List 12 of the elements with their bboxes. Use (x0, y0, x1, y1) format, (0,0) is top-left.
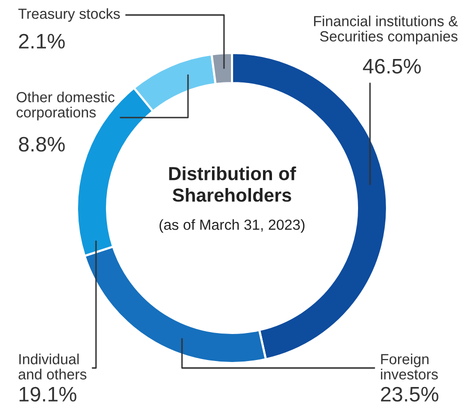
data-label: 46.5% (362, 58, 421, 74)
slice-label: Individual and others (18, 354, 86, 380)
slice-label: Financial institutions & Securities companies (314, 16, 458, 44)
slice-label: Treasury stocks (18, 8, 120, 22)
text: Distribution of Shareholders (169, 166, 296, 202)
slice-label: Foreign investors (380, 354, 438, 380)
data-label: 8.8% (18, 136, 65, 152)
data-label: 19.1% (20, 386, 76, 402)
text: (as of March 31, 2023) (160, 219, 304, 233)
data-label: 2.1% (19, 34, 65, 49)
slice-label: Other domestic corporations (16, 92, 114, 120)
data-label: 23.5% (381, 386, 438, 402)
